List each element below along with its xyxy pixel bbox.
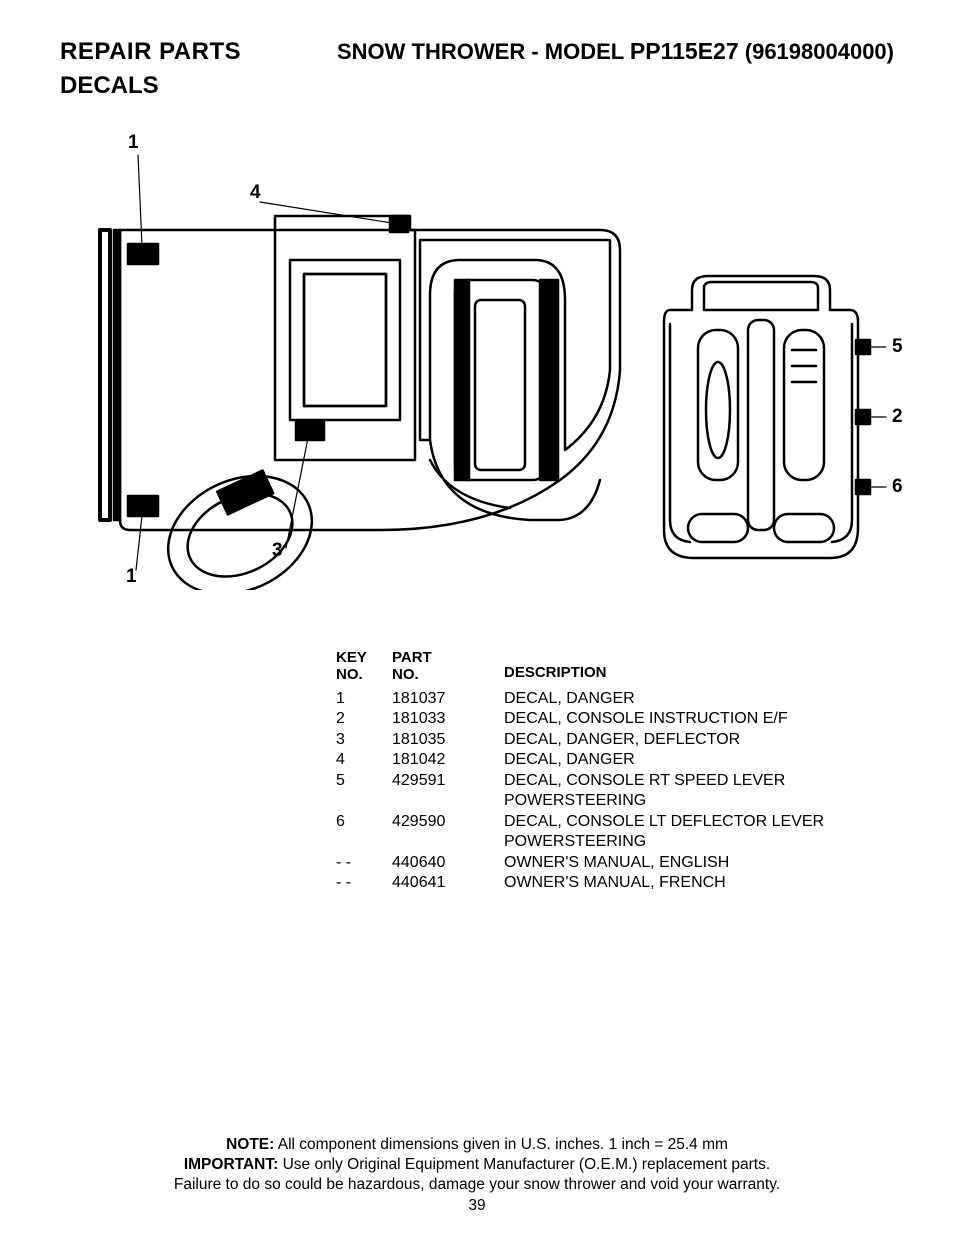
table-row: - -440640OWNER'S MANUAL, ENGLISH — [336, 853, 896, 873]
cell-part: 429590 — [392, 812, 504, 832]
cell-part: 181042 — [392, 750, 504, 770]
header-row: REPAIR PARTS SNOW THROWER - MODEL PP115E… — [60, 38, 894, 66]
table-row: 6429590DECAL, CONSOLE LT DEFLECTOR LEVER — [336, 812, 896, 832]
section-title: DECALS — [60, 72, 894, 100]
repair-parts-title: REPAIR PARTS — [60, 38, 241, 66]
diagram-area: 1 1 4 3 5 2 6 — [60, 120, 894, 590]
callout-3: 3 — [272, 540, 283, 562]
callout-2: 2 — [892, 406, 903, 428]
table-row: - -440641OWNER'S MANUAL, FRENCH — [336, 873, 896, 893]
cell-key: 1 — [336, 689, 392, 709]
page: REPAIR PARTS SNOW THROWER - MODEL PP115E… — [0, 0, 954, 1235]
note-text: All component dimensions given in U.S. i… — [274, 1136, 728, 1153]
head-key-l1: KEY — [336, 649, 367, 666]
cell-key: 5 — [336, 771, 392, 791]
footer-notes: NOTE: All component dimensions given in … — [0, 1135, 954, 1195]
table-row-cont: POWERSTEERING — [336, 832, 896, 852]
table-row: 3181035DECAL, DANGER, DEFLECTOR — [336, 730, 896, 750]
cell-desc: OWNER'S MANUAL, FRENCH — [504, 873, 896, 893]
head-key: KEY NO. — [336, 650, 392, 683]
cell-desc-cont: POWERSTEERING — [504, 832, 896, 852]
cell-desc: OWNER'S MANUAL, ENGLISH — [504, 853, 896, 873]
cell-desc-cont: POWERSTEERING — [504, 791, 896, 811]
model-prefix: SNOW THROWER - MODEL — [337, 39, 630, 64]
parts-table-body: 1181037DECAL, DANGER2181033DECAL, CONSOL… — [336, 689, 896, 894]
parts-table-head: KEY NO. PART NO. DESCRIPTION — [336, 650, 896, 683]
cell-key: 3 — [336, 730, 392, 750]
parts-table: KEY NO. PART NO. DESCRIPTION 1181037DECA… — [336, 650, 896, 894]
note-line: NOTE: All component dimensions given in … — [0, 1135, 954, 1155]
table-row: 5429591DECAL, CONSOLE RT SPEED LEVER — [336, 771, 896, 791]
cell-part: 429591 — [392, 771, 504, 791]
important-text: Use only Original Equipment Manufacturer… — [278, 1156, 770, 1173]
note-label: NOTE: — [226, 1136, 274, 1153]
cell-desc: DECAL, DANGER — [504, 689, 896, 709]
table-row: 4181042DECAL, DANGER — [336, 750, 896, 770]
cell-part: 440640 — [392, 853, 504, 873]
important-line: IMPORTANT: Use only Original Equipment M… — [0, 1155, 954, 1175]
important-label: IMPORTANT: — [184, 1156, 278, 1173]
cell-part: 440641 — [392, 873, 504, 893]
cell-key: 4 — [336, 750, 392, 770]
model-suffix: (96198004000) — [739, 39, 894, 64]
table-row: 1181037DECAL, DANGER — [336, 689, 896, 709]
head-key-l2: NO. — [336, 666, 363, 683]
model-line: SNOW THROWER - MODEL PP115E27 (961980040… — [337, 38, 894, 65]
callout-1-top: 1 — [128, 132, 139, 154]
head-part-l1: PART — [392, 649, 432, 666]
cell-key: 2 — [336, 709, 392, 729]
page-number: 39 — [0, 1197, 954, 1215]
callout-1-bottom: 1 — [126, 566, 137, 588]
cell-desc: DECAL, CONSOLE RT SPEED LEVER — [504, 771, 896, 791]
cell-key: 6 — [336, 812, 392, 832]
cell-part: 181035 — [392, 730, 504, 750]
callout-6: 6 — [892, 476, 903, 498]
cell-key: - - — [336, 873, 392, 893]
head-part-l2: NO. — [392, 666, 419, 683]
cell-desc: DECAL, DANGER — [504, 750, 896, 770]
warranty-line: Failure to do so could be hazardous, dam… — [0, 1175, 954, 1195]
model-id: PP115E27 — [630, 38, 739, 64]
cell-part: 181033 — [392, 709, 504, 729]
callout-4: 4 — [250, 182, 261, 204]
cell-part: 181037 — [392, 689, 504, 709]
exploded-diagram — [60, 120, 894, 590]
cell-desc: DECAL, CONSOLE LT DEFLECTOR LEVER — [504, 812, 896, 832]
cell-desc: DECAL, CONSOLE INSTRUCTION E/F — [504, 709, 896, 729]
callout-5: 5 — [892, 336, 903, 358]
table-row: 2181033DECAL, CONSOLE INSTRUCTION E/F — [336, 709, 896, 729]
cell-key: - - — [336, 853, 392, 873]
head-desc: DESCRIPTION — [504, 650, 896, 683]
cell-desc: DECAL, DANGER, DEFLECTOR — [504, 730, 896, 750]
head-part: PART NO. — [392, 650, 504, 683]
table-row-cont: POWERSTEERING — [336, 791, 896, 811]
